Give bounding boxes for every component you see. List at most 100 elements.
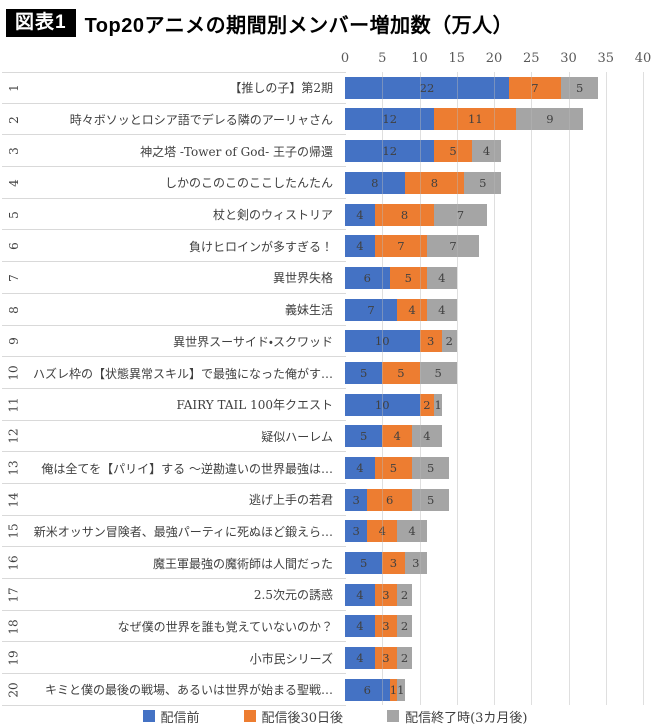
bar-segment: 7	[345, 298, 398, 321]
bar-segment: 4	[345, 615, 375, 638]
bar-segment: 3	[374, 615, 398, 638]
legend-swatch	[243, 710, 256, 722]
category-label: 義妹生活	[284, 303, 333, 318]
chart-row: 3 神之塔 -Tower of God- 王子の帰還 12 5 4	[0, 135, 670, 167]
bar-segment: 6	[367, 488, 413, 511]
rank-label: 17	[7, 587, 21, 603]
bar-segment: 10	[345, 330, 420, 353]
chart-legend: 配信前 配信後30日後 配信終了時(3カ月後)	[0, 704, 670, 728]
rank-label: 6	[6, 242, 21, 251]
chart-row: 5 杖と剣のウィストリア 4 8 7	[0, 199, 670, 231]
chart-row: 14 逃げ上手の若君 3 6 5	[0, 484, 670, 516]
legend-swatch	[142, 710, 155, 722]
category-label: FAIRY TAIL 100年クエスト	[176, 398, 333, 413]
legend-item: 配信後30日後	[243, 707, 344, 726]
bar-segment: 3	[419, 330, 442, 353]
category-label: 2.5次元の誘惑	[253, 588, 333, 603]
bar-segment: 5	[412, 488, 450, 511]
bar-segment: 9	[516, 108, 584, 131]
bar-segment: 4	[345, 203, 375, 226]
rank-label: 5	[6, 210, 21, 219]
category-label: なぜ僕の世界を誰も覚えていないのか？	[117, 620, 333, 635]
bar-segment: 4	[426, 298, 457, 321]
bar-segment: 5	[434, 140, 472, 163]
bar-segment: 5	[345, 425, 383, 448]
axis-tick-label: 10	[411, 51, 428, 66]
category-label: 【推しの子】第2期	[229, 81, 333, 96]
bar-segment: 2	[397, 583, 413, 606]
chart-row: 4 しかのこのこのここしたんたん 8 8 5	[0, 167, 670, 199]
rank-label: 7	[6, 274, 21, 282]
chart-row: 19 小市民シリーズ 4 3 2	[0, 642, 670, 674]
category-label: 異世界失格	[272, 271, 333, 286]
bar-segment: 8	[404, 171, 465, 194]
rank-label: 20	[7, 682, 21, 698]
axis-tick-label: 40	[634, 51, 652, 66]
bar-segment: 4	[382, 425, 413, 448]
chart-row: 7 異世界失格 6 5 4	[0, 262, 670, 294]
bar-segment: 5	[419, 361, 457, 384]
bar-segment: 5	[389, 266, 427, 289]
bar-segment: 7	[374, 235, 427, 258]
bar-segment: 7	[508, 76, 562, 99]
stacked-bar: 12 5 4	[345, 140, 670, 163]
chart-row: 12 疑似ハーレム 5 4 4	[0, 421, 670, 453]
axis-tick-label: 30	[560, 51, 577, 66]
chart-header: 図表1 Top20アニメの期間別メンバー増加数（万人）	[6, 6, 666, 40]
bar-segment: 4	[397, 298, 427, 321]
category-label: 異世界スーサイド・スクワッド	[173, 334, 333, 349]
category-label: キミと僕の最後の戦場、あるいは世界が始まる聖戦…	[44, 683, 333, 698]
bar-segment: 5	[345, 552, 383, 575]
bar-segment: 1	[434, 393, 442, 416]
axis-tick-label: 0	[340, 51, 350, 66]
bar-segment: 4	[345, 235, 375, 258]
legend-item: 配信前	[142, 707, 200, 726]
bar-segment: 4	[412, 425, 442, 448]
legend-label: 配信前	[160, 710, 200, 726]
rank-label: 10	[7, 365, 21, 381]
bar-segment: 7	[434, 203, 487, 226]
rank-label: 1	[6, 84, 21, 92]
category-label: 杖と剣のウィストリア	[212, 208, 333, 223]
bar-segment: 1	[389, 678, 398, 701]
category-label: 逃げ上手の若君	[248, 493, 333, 508]
bar-segment: 2	[441, 330, 457, 353]
chart-row: 1 【推しの子】第2期 22 7 5	[0, 72, 670, 104]
bar-segment: 5	[382, 361, 420, 384]
bar-segment: 4	[345, 457, 375, 480]
bar-segment: 2	[419, 393, 435, 416]
category-label: ハズレ枠の【状態異常スキル】で最強になった俺がす…	[32, 366, 333, 381]
category-label: 小市民シリーズ	[249, 651, 333, 666]
chart-title: Top20アニメの期間別メンバー増加数（万人）	[84, 14, 514, 37]
category-label: 魔王軍最強の魔術師は人間だった	[152, 556, 333, 571]
bar-segment: 5	[561, 76, 599, 99]
axis-tick-label: 15	[448, 51, 466, 66]
rank-label: 19	[7, 650, 21, 666]
bar-segment: 4	[367, 520, 398, 543]
legend-label: 配信終了時(3カ月後)	[405, 710, 528, 726]
bar-segment: 4	[345, 647, 375, 670]
legend-label: 配信後30日後	[261, 710, 344, 726]
rank-label: 11	[7, 397, 21, 413]
category-label: 疑似ハーレム	[261, 429, 333, 444]
bar-segment: 4	[345, 583, 375, 606]
category-label: しかのこのこのここしたんたん	[164, 176, 333, 191]
bar-segment: 8	[345, 171, 405, 194]
bar-segment: 3	[345, 488, 368, 511]
bar-segment: 8	[374, 203, 435, 226]
bar-segment: 3	[382, 552, 405, 575]
bar-chart-rows: 1 【推しの子】第2期 22 7 5 2 時々ボソッとロシア語でデレる隣のアーリャさん 12 1…	[0, 72, 670, 706]
bar-segment: 12	[345, 140, 435, 163]
bar-segment: 2	[397, 647, 413, 670]
